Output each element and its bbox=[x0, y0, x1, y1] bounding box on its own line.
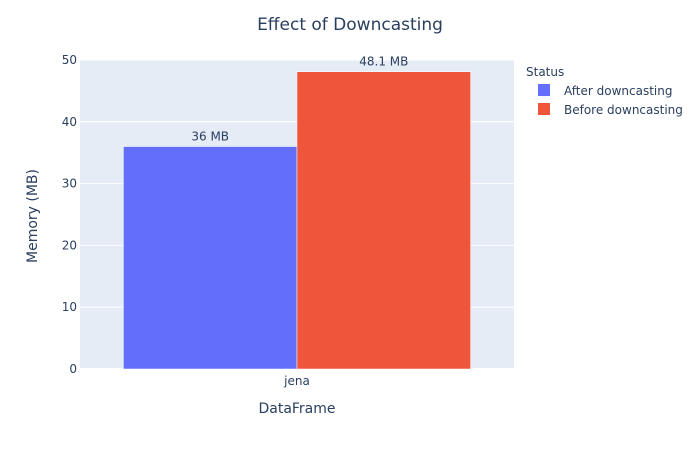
y-tick-label: 10 bbox=[62, 300, 77, 314]
chart-title: Effect of Downcasting bbox=[257, 15, 443, 35]
bar-value-label: 36 MB bbox=[191, 130, 229, 144]
y-axis-title: Memory (MB) bbox=[25, 169, 41, 263]
legend-items: After downcasting Before downcasting bbox=[538, 84, 683, 117]
x-tick-label: jena bbox=[283, 374, 310, 388]
y-tick-label: 0 bbox=[69, 362, 77, 376]
x-axis-title: DataFrame bbox=[258, 401, 335, 417]
x-axis-ticks: jena bbox=[283, 374, 310, 388]
y-tick-label: 20 bbox=[62, 238, 77, 252]
y-tick-label: 40 bbox=[62, 115, 77, 129]
bar-before-downcasting[interactable] bbox=[296, 71, 471, 370]
bar-after-downcasting[interactable] bbox=[123, 146, 298, 370]
y-axis-ticks: 0 10 20 30 40 50 bbox=[62, 53, 77, 376]
legend-title: Status bbox=[526, 65, 564, 79]
bars bbox=[123, 71, 471, 370]
legend-label[interactable]: Before downcasting bbox=[564, 103, 683, 117]
legend-swatch[interactable] bbox=[538, 103, 550, 115]
y-tick-label: 30 bbox=[62, 177, 77, 191]
y-tick-label: 50 bbox=[62, 53, 77, 67]
data-labels: 36 MB 48.1 MB bbox=[191, 55, 408, 144]
legend-label[interactable]: After downcasting bbox=[564, 84, 672, 98]
legend: Status After downcasting Before downcasti… bbox=[526, 65, 683, 117]
legend-swatch[interactable] bbox=[538, 84, 550, 96]
bar-value-label: 48.1 MB bbox=[359, 55, 408, 69]
